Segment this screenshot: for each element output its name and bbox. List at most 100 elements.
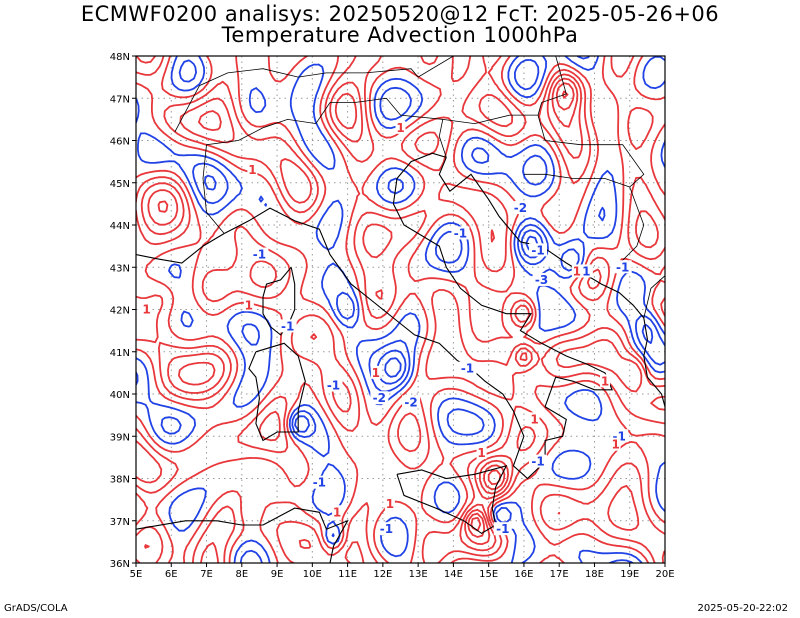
contour-label-bg bbox=[141, 302, 152, 316]
map-title: ECMWF0200 analisys: 20250520@12 FcT: 202… bbox=[80, 2, 720, 26]
contour-label: -2 bbox=[514, 201, 527, 215]
contour-label: -1 bbox=[313, 476, 326, 490]
x-tick-label: 19E bbox=[620, 569, 639, 580]
contour-label: -1 bbox=[461, 362, 474, 376]
coastline bbox=[136, 233, 225, 264]
contour-positive bbox=[147, 77, 579, 545]
x-tick-label: 12E bbox=[373, 569, 392, 580]
x-tick-label: 15E bbox=[479, 569, 498, 580]
x-tick-label: 8E bbox=[235, 569, 248, 580]
contour-label-bg bbox=[600, 374, 611, 388]
footer-credit: GrADS/COLA bbox=[4, 603, 68, 614]
contour-label-bg bbox=[571, 264, 582, 278]
contour-label: -1 bbox=[616, 260, 629, 274]
y-tick-label: 36N bbox=[110, 559, 130, 570]
contour-label-bg bbox=[395, 120, 406, 134]
footer-timestamp: 2025-05-20-22:02 bbox=[697, 603, 788, 614]
contour-label-bg bbox=[529, 243, 548, 257]
contour-label-bg bbox=[370, 365, 381, 379]
x-tick-label: 13E bbox=[409, 569, 428, 580]
coastline bbox=[136, 520, 263, 530]
contour-label-bg bbox=[370, 391, 389, 405]
y-tick-label: 45N bbox=[110, 179, 130, 190]
x-tick-label: 20E bbox=[655, 569, 674, 580]
contour-label-bg bbox=[324, 378, 343, 392]
contour-label: -2 bbox=[373, 391, 386, 405]
contour-label: -1 bbox=[531, 455, 544, 469]
contour-label: -1 bbox=[496, 522, 509, 536]
contour-label-bg bbox=[402, 395, 421, 409]
contour-label-bg bbox=[476, 446, 487, 460]
country-border bbox=[537, 56, 567, 116]
coastline bbox=[262, 507, 349, 563]
y-tick-label: 47N bbox=[110, 94, 130, 105]
contour-label-bg bbox=[511, 201, 530, 215]
contour-label: 1 bbox=[530, 412, 538, 426]
contour-label: 1 bbox=[601, 374, 609, 388]
x-tick-label: 14E bbox=[444, 569, 463, 580]
contour-label: -1 bbox=[253, 248, 266, 262]
y-tick-label: 42N bbox=[110, 306, 130, 317]
contour-label-bg bbox=[451, 226, 470, 240]
longitude-axis: 5E 6E 7E 8E 9E 10E 11E 12E 13E 14E 15E 16E 17E 18E 19E… bbox=[130, 563, 675, 580]
contour-label-bg bbox=[529, 454, 548, 468]
contour-label-bg bbox=[247, 163, 258, 177]
y-tick-label: 46N bbox=[110, 137, 130, 148]
contour-label: 1 bbox=[248, 163, 256, 177]
contour-label-bg bbox=[532, 272, 551, 286]
contour-label: -1 bbox=[327, 379, 340, 393]
country-border bbox=[202, 97, 447, 234]
x-tick-label: 17E bbox=[550, 569, 569, 580]
x-tick-label: 16E bbox=[514, 569, 533, 580]
contour-label: -1 bbox=[380, 522, 393, 536]
x-tick-label: 7E bbox=[200, 569, 213, 580]
contour-label: 1 bbox=[386, 497, 394, 511]
coastline bbox=[262, 266, 296, 336]
contour-negative bbox=[136, 56, 665, 563]
contour-label-bg bbox=[250, 247, 269, 261]
y-tick-label: 43N bbox=[110, 263, 130, 274]
contour-label: 1 bbox=[477, 446, 485, 460]
contour-negative bbox=[136, 56, 665, 563]
country-border bbox=[442, 114, 645, 268]
x-tick-label: 9E bbox=[271, 569, 284, 580]
contour-label-bg bbox=[278, 319, 297, 333]
contour-label: -1 bbox=[454, 226, 467, 240]
contour-label: 1 bbox=[573, 264, 581, 278]
contour-label-bg bbox=[613, 260, 632, 274]
contour-labels: -1 -2 -2 -1 -2 -1 -1 -3 -1 -1 -1 -1 -1 -1 -1 1 1 1 1 1 1 1 1 1 1… bbox=[141, 120, 632, 536]
country-border bbox=[643, 275, 665, 319]
contour-label: 1 bbox=[333, 505, 341, 519]
y-tick-label: 37N bbox=[110, 517, 130, 528]
contour-label: 1 bbox=[245, 298, 253, 312]
x-tick-label: 18E bbox=[585, 569, 604, 580]
contour-label-bg bbox=[493, 522, 512, 536]
x-tick-label: 6E bbox=[165, 569, 178, 580]
contour-label: 1 bbox=[396, 121, 404, 135]
contour-label-bg bbox=[243, 298, 254, 312]
contour-label-bg bbox=[332, 505, 343, 519]
coastline bbox=[223, 152, 613, 480]
coastline bbox=[396, 464, 508, 535]
contour-label-bg bbox=[610, 437, 621, 451]
x-tick-label: 10E bbox=[303, 569, 322, 580]
y-tick-label: 48N bbox=[110, 52, 130, 63]
country-border bbox=[523, 173, 630, 188]
contour-label-bg bbox=[384, 496, 395, 510]
contour-label: -1 bbox=[531, 243, 544, 257]
y-tick-label: 41N bbox=[110, 348, 130, 359]
country-border bbox=[174, 56, 454, 133]
contour-positive bbox=[136, 56, 665, 563]
contour-label: 1 bbox=[372, 366, 380, 380]
contour-positive bbox=[136, 56, 665, 563]
y-tick-label: 38N bbox=[110, 475, 130, 486]
contour-label: -3 bbox=[535, 273, 548, 287]
contour-label-bg bbox=[377, 522, 396, 536]
contour-label-bg bbox=[310, 475, 329, 489]
y-tick-label: 40N bbox=[110, 390, 130, 401]
contour-label: -1 bbox=[281, 319, 294, 333]
contour-label: 1 bbox=[142, 303, 150, 317]
latitude-axis: 36N 37N 38N 39N 40N 41N 42N 43N 44N 45N 46N 47N 48N bbox=[110, 52, 136, 570]
contour-label: 1 bbox=[611, 438, 619, 452]
